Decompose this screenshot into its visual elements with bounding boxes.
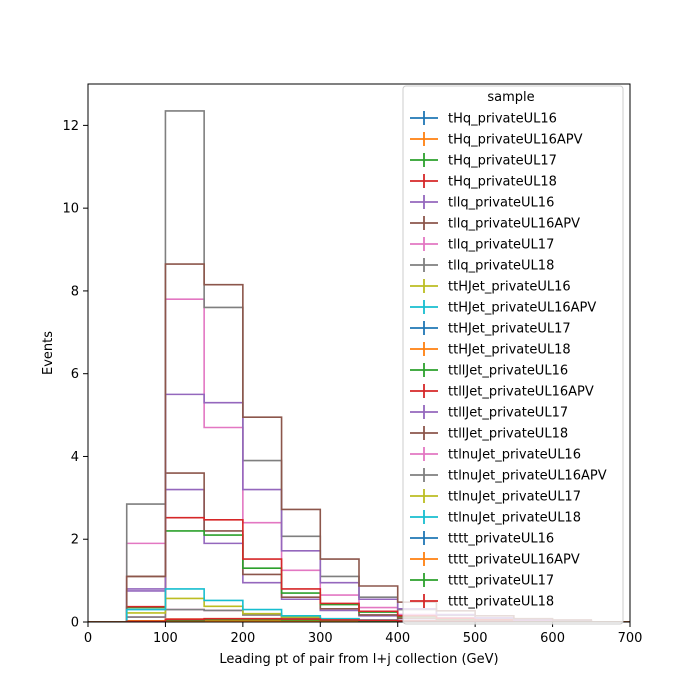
legend-entry: tHq_privateUL18 — [410, 174, 557, 190]
legend-title: sample — [487, 90, 534, 105]
x-tick-label: 700 — [618, 631, 643, 646]
y-tick-label: 0 — [71, 616, 79, 631]
legend-label: ttlnuJet_privateUL18 — [448, 511, 581, 526]
x-tick-label: 300 — [308, 631, 333, 646]
legend-entry: ttllJet_privateUL18 — [410, 426, 568, 442]
y-tick-label: 6 — [71, 367, 79, 382]
legend-label: tllq_privateUL16APV — [448, 217, 580, 232]
legend-entry: ttlnuJet_privateUL17 — [410, 489, 581, 505]
x-axis-label: Leading pt of pair from l+j collection (… — [219, 652, 498, 667]
legend-label: tHq_privateUL18 — [448, 175, 557, 190]
x-tick-label: 400 — [385, 631, 410, 646]
legend-entry: ttlnuJet_privateUL18 — [410, 510, 581, 526]
axes-frame — [87, 83, 631, 623]
legend-label: tttt_privateUL16APV — [448, 553, 580, 568]
x-tick-label: 600 — [540, 631, 565, 646]
legend-label: ttllJet_privateUL17 — [448, 406, 568, 421]
legend-entry: ttllJet_privateUL16 — [410, 363, 568, 379]
legend-label: ttllJet_privateUL16 — [448, 364, 568, 379]
legend-entry: ttHJet_privateUL16 — [410, 279, 571, 295]
legend-label: ttHJet_privateUL16APV — [448, 301, 596, 316]
y-tick-label: 10 — [62, 202, 79, 217]
legend-label: tllq_privateUL18 — [448, 259, 554, 274]
legend-entry: tttt_privateUL17 — [410, 573, 554, 589]
x-tick-label: 100 — [153, 631, 178, 646]
legend-label: tllq_privateUL16 — [448, 196, 554, 211]
x-tick-label: 500 — [463, 631, 488, 646]
legend-entry: ttllJet_privateUL17 — [410, 405, 568, 421]
legend-entry: ttlnuJet_privateUL16APV — [410, 468, 607, 484]
y-tick-label: 8 — [71, 284, 79, 299]
legend-entry: tllq_privateUL16 — [410, 195, 554, 211]
legend: sample tHq_privateUL16 tHq_privateUL16APVt… — [402, 85, 624, 625]
legend-label: tHq_privateUL16 — [448, 112, 557, 127]
legend-entry: tHq_privateUL16 — [410, 111, 557, 127]
legend-label: ttlnuJet_privateUL16 — [448, 448, 581, 463]
legend-label: tttt_privateUL16 — [448, 532, 554, 547]
legend-entry: tHq_privateUL16APV — [410, 132, 583, 148]
legend-label: tHq_privateUL16APV — [448, 133, 583, 148]
legend-entry: tHq_privateUL17 — [410, 153, 557, 169]
y-tick-label: 12 — [62, 119, 79, 134]
legend-label: ttHJet_privateUL17 — [448, 322, 571, 337]
legend-entry: ttHJet_privateUL18 — [410, 342, 571, 358]
legend-entry: ttlnuJet_privateUL16 — [410, 447, 581, 463]
legend-label: ttllJet_privateUL16APV — [448, 385, 594, 400]
y-tick-label: 4 — [71, 450, 79, 465]
legend-label: ttlnuJet_privateUL16APV — [448, 469, 607, 484]
x-tick-label: 0 — [84, 631, 92, 646]
legend-label: tttt_privateUL18 — [448, 595, 554, 610]
x-tick-label: 200 — [230, 631, 255, 646]
legend-entry: ttHJet_privateUL17 — [410, 321, 571, 337]
y-tick-label: 2 — [71, 533, 79, 548]
legend-label: tHq_privateUL17 — [448, 154, 557, 169]
legend-entry: tttt_privateUL16 — [410, 531, 554, 547]
legend-label: ttHJet_privateUL18 — [448, 343, 571, 358]
legend-label: ttllJet_privateUL18 — [448, 427, 568, 442]
legend-label: ttHJet_privateUL16 — [448, 280, 571, 295]
legend-entry: tllq_privateUL17 — [410, 237, 554, 253]
legend-entry: tttt_privateUL16APV — [410, 552, 580, 568]
legend-entry: tllq_privateUL16APV — [410, 216, 580, 232]
legend-box — [402, 85, 624, 625]
y-axis-label: Events — [41, 331, 56, 375]
legend-label: tllq_privateUL17 — [448, 238, 554, 253]
legend-entry: ttllJet_privateUL16APV — [410, 384, 594, 400]
legend-entry: ttHJet_privateUL16APV — [410, 300, 596, 316]
legend-entry: tttt_privateUL18 — [410, 594, 554, 610]
axes: 0 100 200 300 400 500 600 700 0 2 4 6 8 10 12 Leading p… — [41, 83, 643, 667]
legend-label: tttt_privateUL17 — [448, 574, 554, 589]
legend-label: ttlnuJet_privateUL17 — [448, 490, 581, 505]
legend-entry: tllq_privateUL18 — [410, 258, 554, 274]
